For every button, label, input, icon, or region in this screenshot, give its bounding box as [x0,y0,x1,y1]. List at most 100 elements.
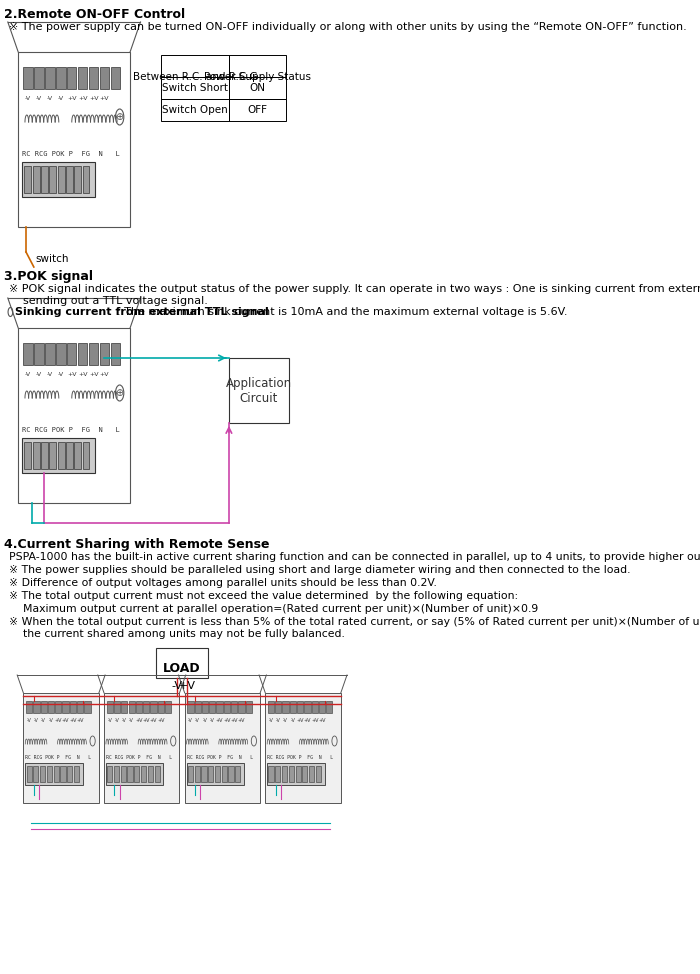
Text: Maximum output current at parallel operation=(Rated current per unit)×(Number of: Maximum output current at parallel opera… [9,604,538,614]
Text: : The maximum sink current is 10mA and the maximum external voltage is 5.6V.: : The maximum sink current is 10mA and t… [116,307,567,317]
Polygon shape [83,442,90,469]
Polygon shape [50,442,56,469]
Text: -V: -V [172,681,183,691]
Text: +V: +V [142,719,150,724]
Text: -V: -V [27,719,31,724]
Bar [229,55,286,77]
Text: Sinking current from external TTL signal: Sinking current from external TTL signal [15,307,268,317]
Polygon shape [70,701,76,713]
Text: -V: -V [290,719,295,724]
Text: -V: -V [25,372,32,378]
Polygon shape [23,693,99,803]
Text: -V: -V [276,719,281,724]
Polygon shape [66,166,73,193]
Text: RC RCG POK P  FG  N   L: RC RCG POK P FG N L [267,755,333,760]
Polygon shape [48,701,54,713]
Text: +V: +V [67,372,76,378]
Text: +V: +V [237,719,245,724]
Polygon shape [84,701,90,713]
Polygon shape [326,701,332,713]
Polygon shape [23,67,33,89]
Polygon shape [150,701,157,713]
Polygon shape [267,763,325,785]
Text: Switch Short: Switch Short [162,83,228,93]
Polygon shape [100,67,109,89]
Text: -V: -V [36,372,42,378]
Polygon shape [304,701,311,713]
Polygon shape [106,763,163,785]
Text: +V: +V [178,681,196,691]
Text: Switch Open: Switch Open [162,105,228,115]
Text: +V: +V [223,719,230,724]
Text: +V: +V [150,719,158,724]
Bar [229,99,286,121]
Polygon shape [316,766,321,782]
Polygon shape [46,343,55,365]
Text: -V: -V [122,719,127,724]
Polygon shape [319,701,326,713]
Text: +V: +V [55,719,62,724]
Text: +V: +V [76,719,84,724]
Polygon shape [78,343,88,365]
Polygon shape [57,166,64,193]
Text: ※ The power supply can be turned ON-OFF individually or along with other units b: ※ The power supply can be turned ON-OFF … [9,22,687,32]
Text: +V: +V [67,96,76,101]
Text: +V: +V [304,719,312,724]
Text: OFF: OFF [248,105,267,115]
Text: +V: +V [296,719,304,724]
Polygon shape [34,67,43,89]
Text: Application
Circuit: Application Circuit [226,377,292,404]
Polygon shape [83,166,90,193]
Polygon shape [56,343,66,365]
Text: ※ POK signal indicates the output status of the power supply. It can operate in : ※ POK signal indicates the output status… [9,284,700,306]
Polygon shape [60,766,66,782]
Polygon shape [27,766,31,782]
Polygon shape [136,701,142,713]
Polygon shape [224,701,230,713]
Text: -V: -V [195,719,200,724]
Polygon shape [288,766,294,782]
Polygon shape [67,343,76,365]
Polygon shape [202,701,208,713]
Text: -V: -V [210,719,215,724]
Polygon shape [34,701,39,713]
Text: RC RCG POK P  FG  N   L: RC RCG POK P FG N L [22,151,120,157]
Polygon shape [208,766,213,782]
Polygon shape [25,166,32,193]
Polygon shape [50,166,56,193]
Polygon shape [187,763,244,785]
Text: -V: -V [41,719,46,724]
Polygon shape [188,701,193,713]
Polygon shape [41,166,48,193]
Text: -V: -V [188,719,193,724]
Polygon shape [57,442,64,469]
Text: +V: +V [69,719,76,724]
Text: -V: -V [58,372,64,378]
Text: ※ When the total output current is less than 5% of the total rated current, or s: ※ When the total output current is less … [9,617,700,639]
Text: RC RCG POK P  FG  N   L: RC RCG POK P FG N L [187,755,253,760]
Polygon shape [66,442,73,469]
Text: ⊕: ⊕ [116,388,124,398]
Text: -V: -V [202,719,207,724]
Polygon shape [22,438,95,473]
Text: -V: -V [107,719,112,724]
Polygon shape [148,766,153,782]
Polygon shape [309,766,314,782]
Polygon shape [185,693,260,803]
Text: switch: switch [36,254,69,264]
Text: +V: +V [62,719,69,724]
Polygon shape [74,766,79,782]
Text: RC RCG POK P  FG  N   L: RC RCG POK P FG N L [25,755,92,760]
Polygon shape [127,766,133,782]
Polygon shape [114,701,120,713]
Text: +V: +V [230,719,238,724]
Polygon shape [312,701,318,713]
Polygon shape [290,701,296,713]
Text: RC RCG POK P  FG  N   L: RC RCG POK P FG N L [22,427,120,433]
Bar [229,77,286,99]
Polygon shape [265,693,341,803]
Polygon shape [89,67,98,89]
Polygon shape [41,442,48,469]
Text: -V: -V [284,719,288,724]
Polygon shape [195,766,200,782]
